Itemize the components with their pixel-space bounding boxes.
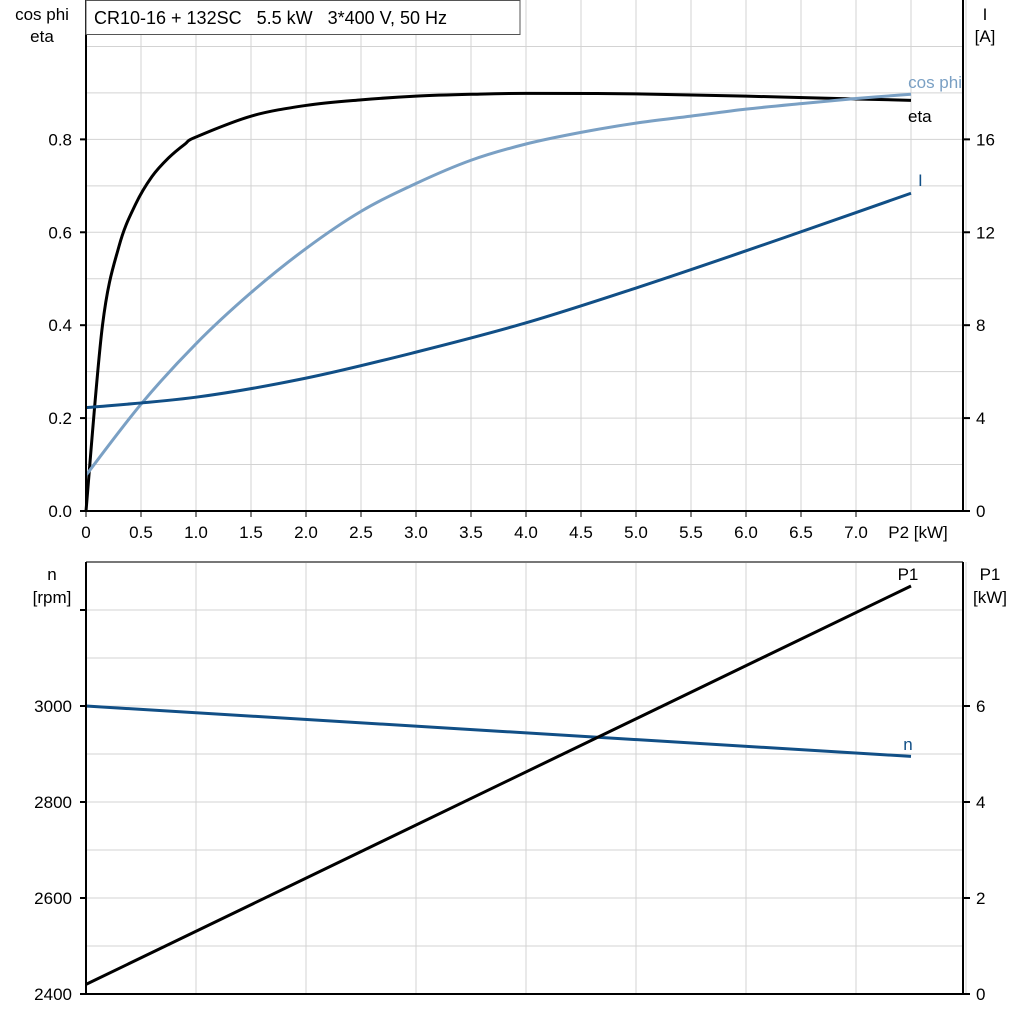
y-right-tick-label: 0 bbox=[976, 985, 985, 1004]
x-tick-label: 4.0 bbox=[514, 523, 538, 542]
y-right-tick-label: 2 bbox=[976, 889, 985, 908]
x-tick-label: 1.5 bbox=[239, 523, 263, 542]
x-tick-label: 3.0 bbox=[404, 523, 428, 542]
series-line-cos-phi bbox=[84, 92, 912, 477]
y-left-tick-label: 0.0 bbox=[48, 502, 72, 521]
series-label-n: n bbox=[903, 735, 912, 754]
series-label-cos-phi: cos phi bbox=[908, 73, 962, 92]
x-tick-label: 2.5 bbox=[349, 523, 373, 542]
y-right-tick-label: 0 bbox=[976, 502, 985, 521]
x-tick-label: 0 bbox=[81, 523, 90, 542]
y-right-tick-label: 4 bbox=[976, 793, 985, 812]
y-left-tick-label: 3000 bbox=[34, 697, 72, 716]
title-box: CR10-16 + 132SC 5.5 kW 3*400 V, 50 Hz bbox=[85, 0, 521, 35]
y-left-axis-label: [rpm] bbox=[33, 588, 72, 607]
y-left-tick-label: 0.8 bbox=[48, 130, 72, 149]
y-left-tick-label: 2600 bbox=[34, 889, 72, 908]
y-right-axis-label: [A] bbox=[975, 27, 996, 46]
bottom-grid bbox=[86, 561, 967, 994]
x-tick-label: 5.0 bbox=[624, 523, 648, 542]
series-line-eta bbox=[84, 91, 912, 512]
series-line-P1 bbox=[85, 584, 912, 986]
x-tick-label: 6.5 bbox=[789, 523, 813, 542]
y-right-tick-label: 16 bbox=[976, 130, 995, 149]
series-lines bbox=[84, 91, 912, 986]
y-left-tick-label: 0.6 bbox=[48, 223, 72, 242]
labels: 0 0.5 1.0 1.5 2.0 2.5 3.0 3.5 4.0 4.5 5.0 5.5 6.0 6.5… bbox=[15, 5, 1007, 1004]
series-label-I: I bbox=[918, 171, 923, 190]
y-left-tick-label: 2800 bbox=[34, 793, 72, 812]
y-right-axis-label: [kW] bbox=[973, 588, 1007, 607]
x-tick-label: 2.0 bbox=[294, 523, 318, 542]
y-right-axis-label: P1 bbox=[980, 565, 1001, 584]
y-left-axis-label: eta bbox=[30, 27, 54, 46]
x-tick-label: 1.0 bbox=[184, 523, 208, 542]
x-tick-label: 3.5 bbox=[459, 523, 483, 542]
y-left-tick-label: 2400 bbox=[34, 985, 72, 1004]
x-tick-label: 5.5 bbox=[679, 523, 703, 542]
y-right-tick-label: 6 bbox=[976, 697, 985, 716]
series-line-n bbox=[85, 704, 912, 758]
top-grid bbox=[86, 0, 967, 511]
y-left-axis-label: n bbox=[47, 565, 56, 584]
y-right-tick-label: 8 bbox=[976, 316, 985, 335]
x-tick-label: 0.5 bbox=[129, 523, 153, 542]
y-right-tick-label: 12 bbox=[976, 223, 995, 242]
x-tick-label: 4.5 bbox=[569, 523, 593, 542]
series-line-I bbox=[85, 191, 912, 410]
x-axis-label: P2 [kW] bbox=[888, 523, 948, 542]
chart-title: CR10-16 + 132SC 5.5 kW 3*400 V, 50 Hz bbox=[94, 8, 447, 28]
series-label-eta: eta bbox=[908, 107, 932, 126]
y-left-tick-label: 0.2 bbox=[48, 409, 72, 428]
x-tick-label: 7.0 bbox=[844, 523, 868, 542]
axes bbox=[80, 0, 970, 995]
x-tick-label: 6.0 bbox=[734, 523, 758, 542]
y-right-tick-label: 4 bbox=[976, 409, 985, 428]
series-label-P1: P1 bbox=[898, 565, 919, 584]
y-left-tick-label: 0.4 bbox=[48, 316, 72, 335]
y-left-axis-label: cos phi bbox=[15, 5, 69, 24]
y-right-axis-label: I bbox=[983, 5, 988, 24]
